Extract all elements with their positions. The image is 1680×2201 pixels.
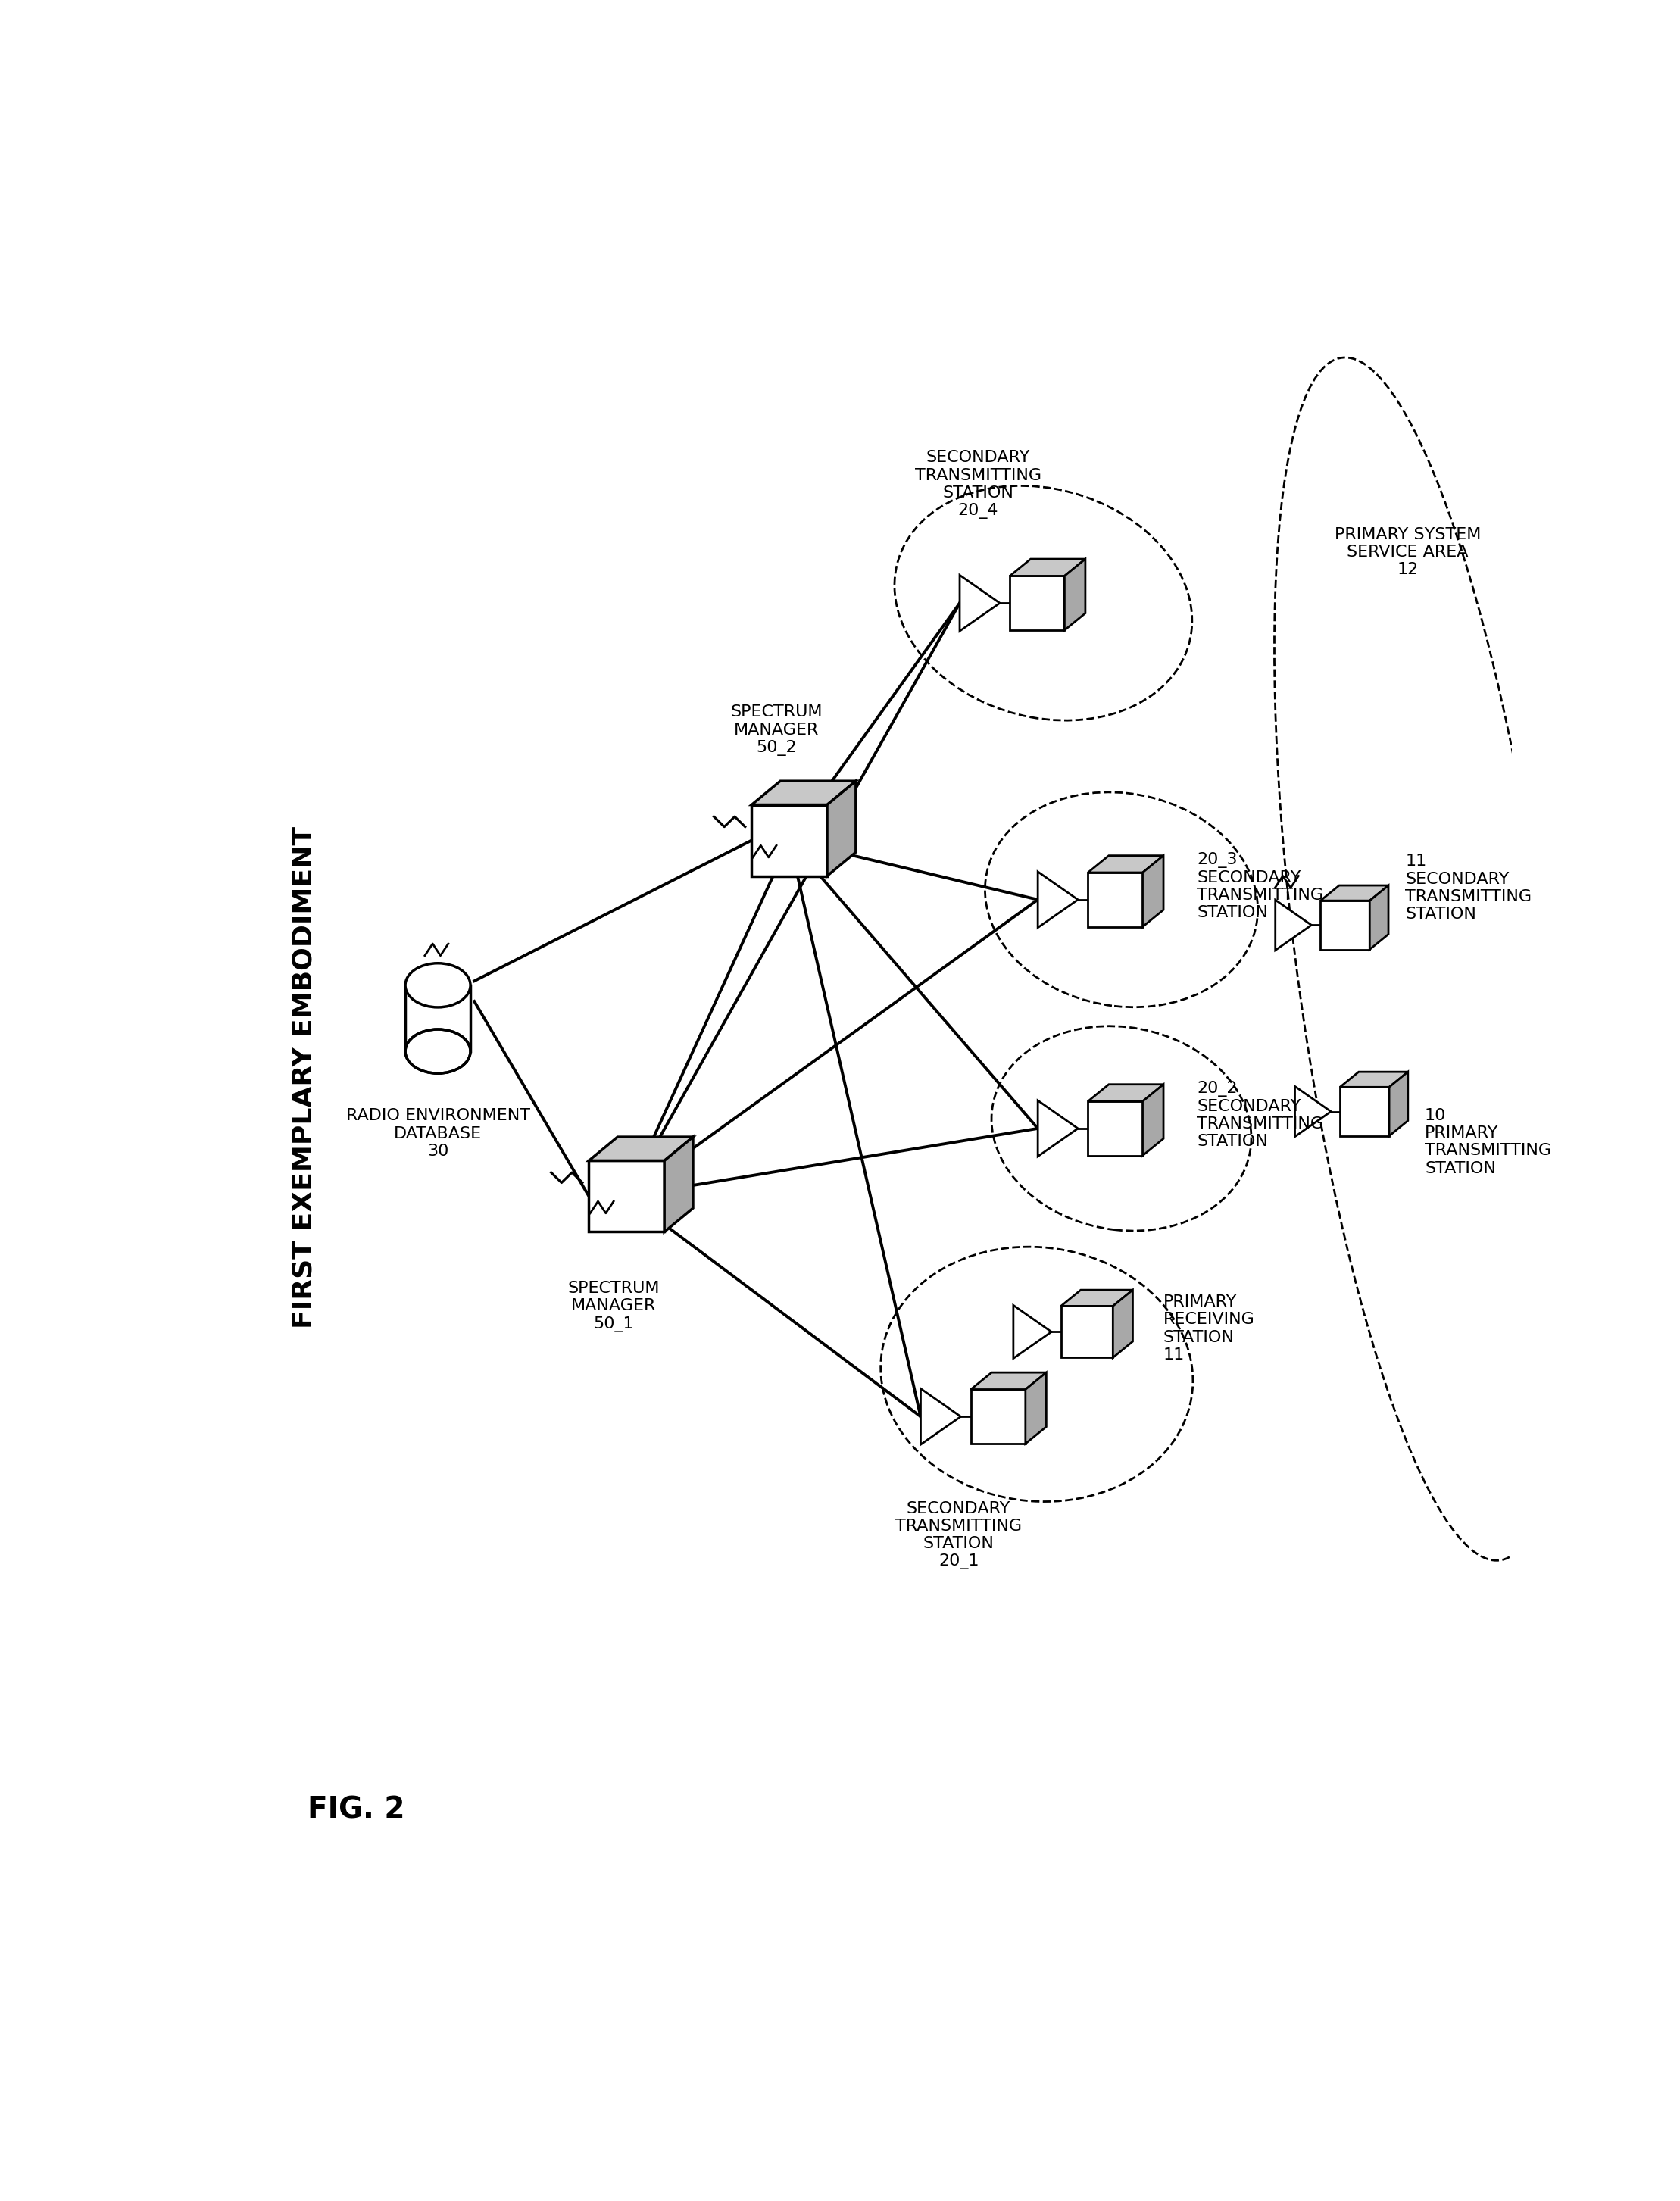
Polygon shape bbox=[1142, 856, 1164, 927]
Text: SPECTRUM
MANAGER
50_2: SPECTRUM MANAGER 50_2 bbox=[731, 704, 823, 755]
Polygon shape bbox=[1341, 1072, 1408, 1087]
Text: RADIO ENVIRONMENT
DATABASE
30: RADIO ENVIRONMENT DATABASE 30 bbox=[346, 1109, 529, 1158]
Text: PRIMARY SYSTEM
SERVICE AREA
12: PRIMARY SYSTEM SERVICE AREA 12 bbox=[1334, 526, 1482, 577]
Text: 11
SECONDARY
TRANSMITTING
STATION: 11 SECONDARY TRANSMITTING STATION bbox=[1404, 854, 1532, 922]
Polygon shape bbox=[1010, 559, 1085, 577]
Polygon shape bbox=[1142, 1085, 1164, 1156]
Polygon shape bbox=[1295, 1087, 1331, 1136]
Polygon shape bbox=[1062, 1305, 1112, 1358]
Text: 10
PRIMARY
TRANSMITTING
STATION: 10 PRIMARY TRANSMITTING STATION bbox=[1425, 1107, 1551, 1175]
Polygon shape bbox=[1089, 856, 1164, 872]
Polygon shape bbox=[1320, 885, 1388, 900]
Text: 20_2
SECONDARY
TRANSMITTING
STATION: 20_2 SECONDARY TRANSMITTING STATION bbox=[1196, 1081, 1324, 1149]
Polygon shape bbox=[921, 1389, 961, 1444]
Polygon shape bbox=[971, 1373, 1047, 1389]
Polygon shape bbox=[1089, 1085, 1164, 1100]
Polygon shape bbox=[1013, 1305, 1052, 1358]
Text: FIG. 2: FIG. 2 bbox=[307, 1796, 405, 1825]
Text: SECONDARY
TRANSMITTING
STATION
20_1: SECONDARY TRANSMITTING STATION 20_1 bbox=[895, 1501, 1021, 1569]
Polygon shape bbox=[1065, 559, 1085, 629]
Polygon shape bbox=[1275, 900, 1312, 951]
Polygon shape bbox=[1025, 1373, 1047, 1444]
Polygon shape bbox=[1089, 1100, 1142, 1156]
Polygon shape bbox=[664, 1138, 694, 1233]
Polygon shape bbox=[827, 781, 855, 876]
Polygon shape bbox=[1038, 872, 1079, 927]
Polygon shape bbox=[1038, 1100, 1079, 1156]
Polygon shape bbox=[751, 806, 827, 876]
Ellipse shape bbox=[405, 964, 470, 1008]
Polygon shape bbox=[1389, 1072, 1408, 1136]
Polygon shape bbox=[590, 1160, 664, 1233]
Text: SECONDARY
TRANSMITTING
STATION
20_4: SECONDARY TRANSMITTING STATION 20_4 bbox=[916, 451, 1042, 519]
Polygon shape bbox=[405, 986, 470, 1052]
Text: 20_3
SECONDARY
TRANSMITTING
STATION: 20_3 SECONDARY TRANSMITTING STATION bbox=[1196, 852, 1324, 920]
Polygon shape bbox=[1062, 1290, 1132, 1305]
Ellipse shape bbox=[405, 1030, 470, 1074]
Polygon shape bbox=[751, 781, 855, 806]
Polygon shape bbox=[1010, 577, 1065, 629]
Polygon shape bbox=[959, 574, 1000, 632]
Polygon shape bbox=[590, 1138, 694, 1160]
Text: PRIMARY
RECEIVING
STATION
11: PRIMARY RECEIVING STATION 11 bbox=[1163, 1294, 1255, 1362]
Text: SPECTRUM
MANAGER
50_1: SPECTRUM MANAGER 50_1 bbox=[568, 1281, 660, 1332]
Polygon shape bbox=[1112, 1290, 1132, 1358]
Text: FIRST EXEMPLARY EMBODIMENT: FIRST EXEMPLARY EMBODIMENT bbox=[291, 828, 316, 1329]
Polygon shape bbox=[1320, 900, 1369, 949]
Polygon shape bbox=[1089, 872, 1142, 927]
Polygon shape bbox=[971, 1389, 1025, 1444]
Polygon shape bbox=[1369, 885, 1388, 949]
Polygon shape bbox=[1341, 1087, 1389, 1136]
